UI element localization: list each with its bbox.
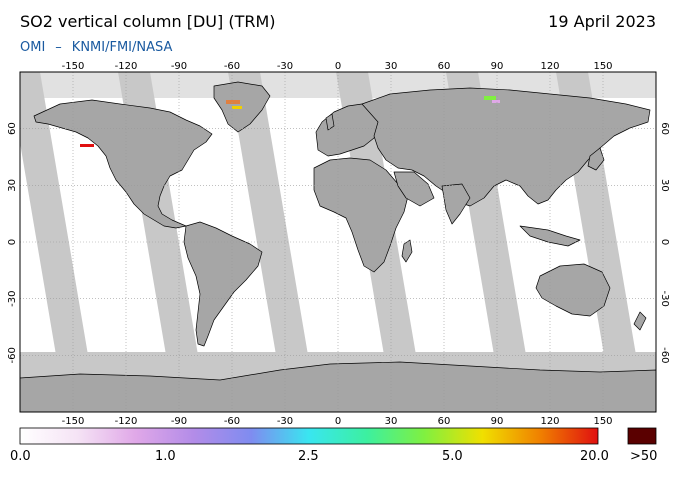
north-america: [33, 99, 213, 229]
india: [441, 183, 471, 225]
australia: [535, 263, 611, 317]
credit-separator: –: [55, 40, 62, 55]
south-america: [183, 221, 263, 347]
lat-tick-label-right: 0: [659, 239, 670, 245]
lon-tick-label-bottom: 0: [335, 416, 341, 427]
lat-tick-label-left: 60: [7, 122, 18, 135]
lon-ticks-top: -150 -120 -90 -60 -30 0 30 60 90 120 150: [62, 61, 613, 72]
so2-signals: [80, 96, 500, 147]
lon-tick-label-top: -30: [277, 61, 293, 72]
asia: [361, 87, 651, 207]
map-frame: [19, 71, 657, 413]
lat-ticks-left: 60 30 0 -30 -60: [7, 122, 18, 363]
lon-tick-label-bottom: -60: [224, 416, 240, 427]
map-area: [20, 72, 656, 412]
map-credit: OMI – KNMI/FMI/NASA: [20, 40, 172, 55]
lat-tick-label-right: 30: [659, 179, 670, 192]
arabia: [393, 171, 435, 207]
lon-ticks-bottom: -150 -120 -90 -60 -30 0 30 60 90 120 150: [62, 416, 613, 427]
colorbar-overflow: [627, 427, 657, 445]
lon-tick-label-bottom: 30: [385, 416, 398, 427]
lon-tick-label-top: 150: [593, 61, 612, 72]
africa: [313, 157, 409, 273]
colorbar-label-3: 5.0: [442, 449, 463, 464]
lat-tick-label-left: -30: [7, 290, 18, 306]
lon-tick-label-top: -120: [115, 61, 138, 72]
colorbar-label-1: 1.0: [155, 449, 176, 464]
colorbar: [19, 427, 599, 445]
lon-tick-label-top: 120: [540, 61, 559, 72]
lon-tick-label-top: 30: [385, 61, 398, 72]
lon-tick-label-top: 90: [491, 61, 504, 72]
japan: [587, 147, 605, 171]
lon-tick-label-bottom: -30: [277, 416, 293, 427]
lat-tick-label-left: 0: [7, 239, 18, 245]
map-title: SO2 vertical column [DU] (TRM): [20, 12, 276, 31]
lon-tick-label-bottom: 60: [438, 416, 451, 427]
madagascar: [401, 239, 413, 263]
colorbar-label-2: 2.5: [298, 449, 319, 464]
lat-ticks-right: 60 30 0 -30 -60: [659, 122, 670, 363]
lon-tick-label-bottom: 120: [540, 416, 559, 427]
lon-tick-label-bottom: -150: [62, 416, 85, 427]
lon-tick-label-bottom: -90: [171, 416, 187, 427]
lon-tick-label-top: -90: [171, 61, 187, 72]
lon-tick-label-bottom: 90: [491, 416, 504, 427]
lat-tick-label-right: -60: [659, 347, 670, 363]
lat-tick-label-right: 60: [659, 122, 670, 135]
graticule: [20, 72, 656, 412]
indonesia: [519, 225, 581, 247]
lon-tick-label-top: -60: [224, 61, 240, 72]
credit-instrument: OMI: [20, 40, 46, 55]
colorbar-label-0: 0.0: [10, 449, 31, 464]
lon-tick-label-top: 60: [438, 61, 451, 72]
lon-tick-label-bottom: 150: [593, 416, 612, 427]
lon-tick-label-top: 0: [335, 61, 341, 72]
lon-tick-label-top: -150: [62, 61, 85, 72]
lat-tick-label-left: -60: [7, 347, 18, 363]
great-britain: [325, 113, 335, 131]
lat-tick-label-right: -30: [659, 290, 670, 306]
lon-tick-label-bottom: -120: [115, 416, 138, 427]
credit-agencies: KNMI/FMI/NASA: [71, 40, 173, 55]
colorbar-label-5: >50: [630, 449, 658, 464]
colorbar-label-4: 20.0: [580, 449, 609, 464]
lat-tick-label-left: 30: [7, 179, 18, 192]
map-date: 19 April 2023: [548, 12, 656, 31]
new-zealand: [633, 311, 647, 331]
